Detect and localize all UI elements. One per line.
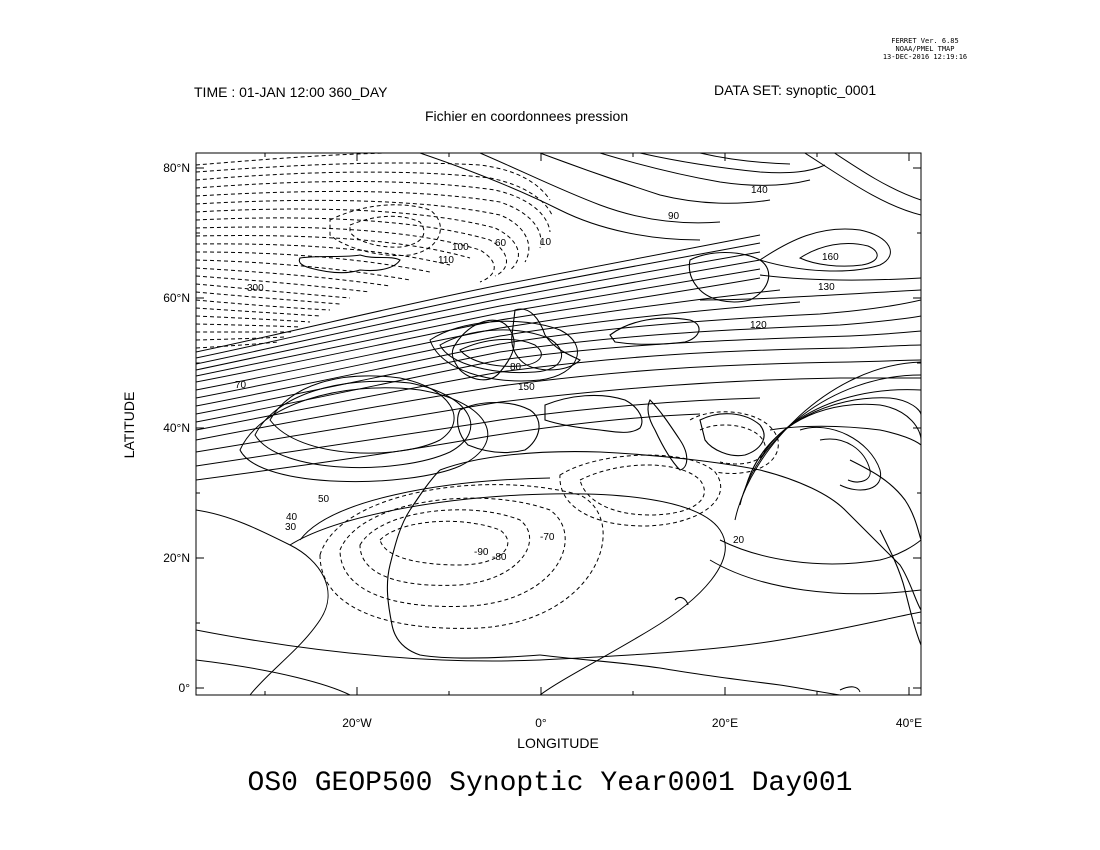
france-coast — [544, 394, 643, 433]
east-med-contours — [709, 361, 921, 595]
contour-label-10: 10 — [540, 237, 552, 248]
northern-contours — [419, 153, 921, 301]
scandinavia-coast — [688, 252, 770, 303]
contour-label-60: 60 — [495, 238, 507, 249]
y-tick-label-60n: 60°N — [163, 291, 190, 305]
west-africa-coast — [386, 469, 541, 659]
contour-label-100: 100 — [452, 242, 469, 253]
contour-label-30: 30 — [285, 522, 297, 533]
x-tick-label-40e: 40°E — [896, 716, 922, 730]
contour-label-130: 130 — [818, 282, 835, 293]
levant-coast — [849, 459, 921, 541]
lake-chad-coast — [674, 596, 689, 606]
contour-label-160: 160 — [822, 252, 839, 263]
contour-label-70: 70 — [235, 380, 247, 391]
italy-coast — [647, 399, 688, 471]
contour-label-80: 80 — [510, 362, 522, 373]
britain-coast — [511, 308, 581, 371]
plot-frame — [195, 152, 922, 696]
iberia-coast — [457, 402, 540, 454]
turkey-coast — [769, 425, 921, 446]
jet-band-contours — [196, 234, 921, 481]
dataset-header: DATA SET: synoptic_0001 — [714, 82, 877, 98]
contour-label-90: 90 — [668, 211, 680, 222]
north-africa-coast — [439, 451, 921, 611]
ferret-line-2: NOAA/PMEL TMAP — [895, 45, 955, 53]
plot-title: OS0 GEOP500 Synoptic Year0001 Day001 — [247, 768, 853, 799]
contour-label-300: 300 — [247, 283, 264, 294]
contour-label-20: 20 — [733, 535, 745, 546]
x-axis-label: LONGITUDE — [517, 735, 599, 751]
time-header: TIME : 01-JAN 12:00 360_DAY — [194, 84, 388, 100]
x-tick-labels: 20°W 0° 20°E 40°E — [342, 716, 922, 730]
contour-label-40: 40 — [286, 512, 298, 523]
lake-victoria-coast — [839, 686, 861, 693]
y-tick-label-80n: 80°N — [163, 161, 190, 175]
red-sea-coast — [879, 529, 921, 646]
equatorial-contours — [196, 477, 921, 695]
x-tick-label-20e: 20°E — [712, 716, 738, 730]
y-tick-label-40n: 40°N — [163, 421, 190, 435]
y-tick-labels: 0° 20°N 40°N 60°N 80°N — [163, 161, 190, 695]
contour-labels: 300 110 100 90 80 60 10 140 130 120 160 … — [235, 185, 839, 563]
contour-label-110: 110 — [438, 255, 454, 266]
subtropical-low-contours — [319, 411, 779, 629]
contour-label-50: 50 — [318, 494, 330, 505]
balkans-coast — [699, 413, 765, 457]
ireland-coast — [451, 319, 515, 381]
west-europe-high-contours — [239, 320, 578, 483]
contour-label-150: 150 — [518, 382, 535, 393]
x-tick-label-20w: 20°W — [342, 716, 372, 730]
contour-lines — [196, 153, 921, 695]
ferret-line-3: 13-DEC-2016 12:19:16 — [882, 53, 968, 61]
x-tick-label-0: 0° — [535, 716, 547, 730]
y-axis-label: LATITUDE — [121, 392, 137, 459]
ferret-version-stamp: FERRET Ver. 6.85 NOAA/PMEL TMAP 13-DEC-2… — [860, 37, 990, 61]
gulf-of-guinea-coast — [539, 654, 841, 695]
contour-label-neg80: -80 — [492, 552, 507, 563]
iceland-coast — [298, 254, 401, 274]
contour-label-140: 140 — [751, 185, 768, 196]
north-sea-coast — [609, 317, 700, 345]
contour-label-120: 120 — [750, 320, 767, 331]
y-tick-label-20n: 20°N — [163, 551, 190, 565]
x-tick-marks — [264, 153, 910, 695]
contour-label-neg90: -90 — [474, 547, 489, 558]
y-tick-label-0: 0° — [179, 681, 191, 695]
plot-subtitle: Fichier en coordonnees pression — [425, 108, 629, 124]
contour-label-neg70: -70 — [540, 532, 555, 543]
coastlines — [298, 252, 921, 695]
ferret-line-1: FERRET Ver. 6.85 — [891, 37, 959, 45]
y-tick-marks — [196, 167, 921, 689]
